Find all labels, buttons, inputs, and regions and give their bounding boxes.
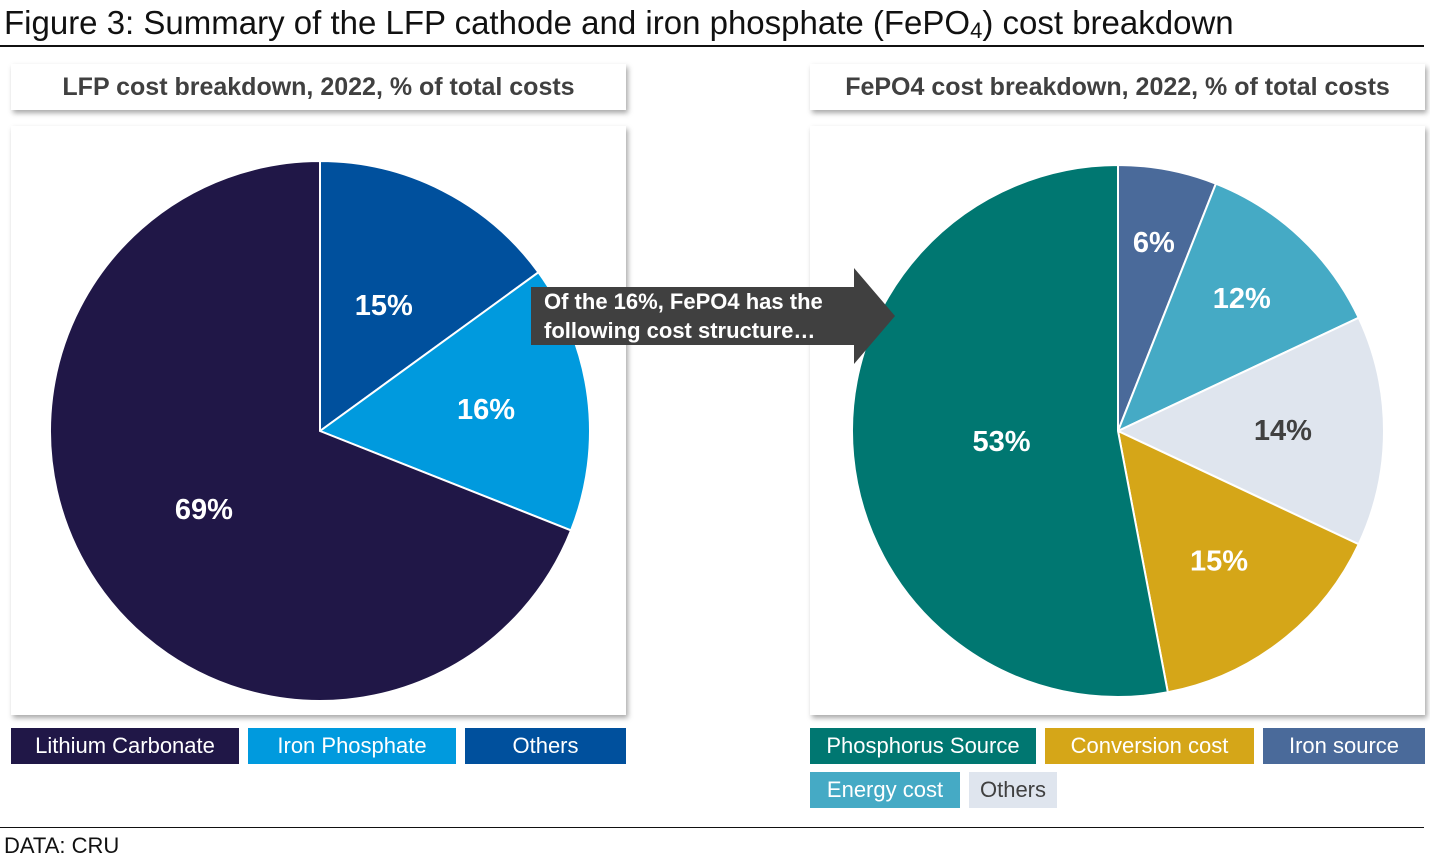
lfp-legend-others: Others bbox=[465, 728, 626, 764]
fepo4-legend-others: Others bbox=[969, 772, 1057, 808]
lfp-slice-lithium-carbonate bbox=[49, 159, 573, 702]
figure-title-end: ) cost breakdown bbox=[982, 4, 1234, 41]
footer-divider bbox=[0, 827, 1424, 828]
lfp-chart-title: LFP cost breakdown, 2022, % of total cos… bbox=[62, 72, 575, 101]
fepo4-legend-phosphorus-source: Phosphorus Source bbox=[810, 728, 1036, 764]
fepo4-legend-iron-source: Iron source bbox=[1263, 728, 1425, 764]
lfp-title-box bbox=[11, 64, 626, 110]
figure-title-main: Figure 3: Summary of the LFP cathode and… bbox=[4, 4, 971, 41]
fepo4-legend-conversion-cost: Conversion cost bbox=[1045, 728, 1254, 764]
lfp-pie-chart: 15% 16% 69% bbox=[49, 159, 591, 702]
fepo4-slice-phosphorus-source bbox=[851, 163, 1170, 698]
lfp-legend-iron-phosphate: Iron Phosphate bbox=[248, 728, 456, 764]
lfp-label-lithium-carbonate: 69% bbox=[175, 494, 233, 526]
lfp-legend-lithium-carbonate: Lithium Carbonate bbox=[11, 728, 239, 764]
lfp-label-others: 15% bbox=[355, 290, 413, 322]
fepo4-label-phosphorus-source: 53% bbox=[972, 426, 1030, 458]
title-divider bbox=[0, 45, 1424, 47]
fepo4-legend-energy-cost: Energy cost bbox=[810, 772, 960, 808]
fepo4-label-others: 14% bbox=[1254, 415, 1312, 447]
callout-arrow-shape bbox=[531, 268, 895, 364]
fepo4-slice-conversion-cost bbox=[1116, 429, 1361, 694]
fepo4-title-box bbox=[810, 64, 1425, 110]
callout-arrow: Of the 16%, FePO4 has the following cost… bbox=[531, 268, 895, 364]
lfp-label-iron-phosphate: 16% bbox=[457, 394, 515, 426]
fepo4-slice-others bbox=[1115, 316, 1385, 546]
fepo4-chart-title: FePO4 cost breakdown, 2022, % of total c… bbox=[845, 72, 1390, 101]
callout-text: Of the 16%, FePO4 has the following cost… bbox=[544, 289, 823, 343]
data-source: DATA: CRU bbox=[4, 833, 120, 858]
fepo4-pie-chart: 6% 12% 14% 15% 53% bbox=[851, 163, 1385, 698]
fepo4-label-energy-cost: 12% bbox=[1213, 283, 1271, 315]
lfp-slice-others bbox=[319, 159, 540, 433]
figure-title: Figure 3: Summary of the LFP cathode and… bbox=[4, 2, 1234, 44]
fepo4-label-iron-source: 6% bbox=[1133, 227, 1175, 259]
figure-title-subscript: 4 bbox=[970, 18, 983, 43]
fepo4-label-conversion-cost: 15% bbox=[1190, 545, 1248, 577]
fepo4-slice-energy-cost bbox=[1116, 182, 1361, 433]
